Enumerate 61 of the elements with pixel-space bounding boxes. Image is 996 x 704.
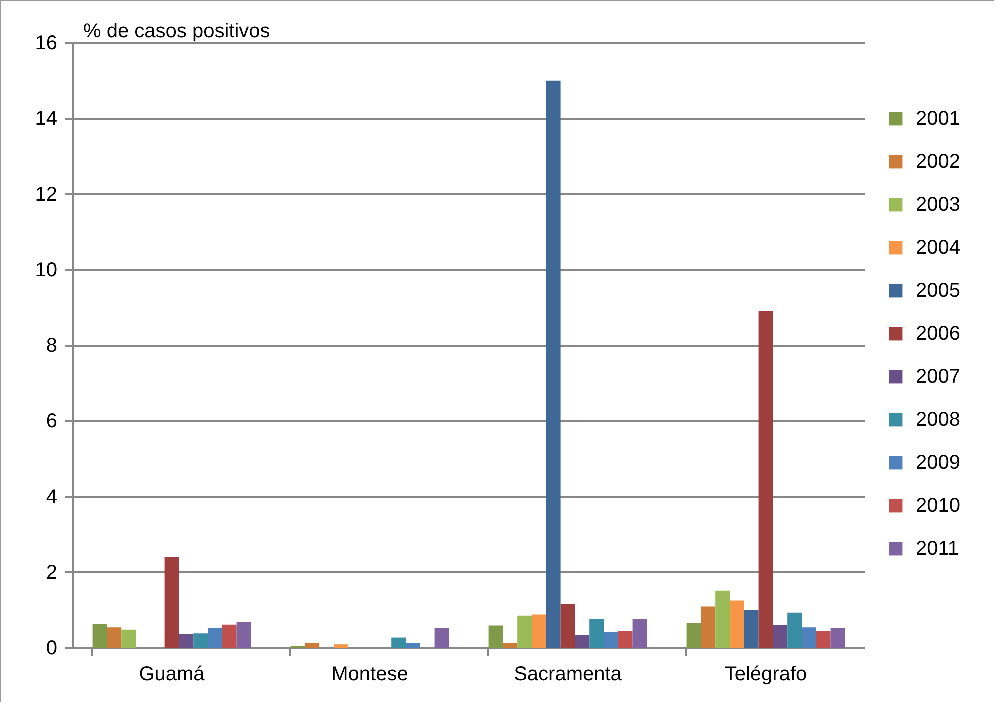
bar	[802, 628, 816, 648]
bar	[434, 628, 450, 648]
bar	[503, 643, 518, 648]
bar	[334, 644, 348, 648]
bar	[773, 625, 788, 648]
legend-label: 2009	[916, 452, 960, 474]
bar	[730, 600, 744, 648]
bar	[122, 630, 136, 648]
bar	[758, 311, 774, 648]
y-tick-label: 8	[46, 335, 58, 357]
y-axis-title: % de casos positivos	[84, 20, 270, 42]
bar	[560, 604, 576, 648]
bar	[488, 626, 504, 648]
legend-label: 2005	[916, 280, 960, 302]
bar	[305, 643, 320, 648]
y-tick-label: 6	[46, 410, 58, 433]
bar	[518, 616, 532, 648]
y-tick-label: 0	[46, 638, 58, 660]
x-tick-label: Sacramenta	[514, 664, 623, 686]
bar	[604, 632, 618, 648]
bar	[788, 612, 802, 648]
bar	[532, 614, 546, 648]
x-tick-label: Montese	[332, 664, 408, 686]
bar	[816, 631, 831, 648]
bar	[632, 619, 648, 648]
bar	[546, 80, 561, 648]
y-tick-label: 16	[35, 32, 58, 54]
y-tick-label: 2	[46, 562, 58, 584]
legend-label: 2006	[916, 323, 960, 345]
bar	[744, 610, 759, 648]
bar	[392, 638, 406, 648]
legend-label: 2002	[916, 151, 960, 173]
y-tick-label: 10	[35, 259, 58, 282]
x-tick-label: Guamá	[139, 664, 206, 686]
bar	[618, 631, 633, 648]
y-tick-label: 12	[35, 184, 58, 206]
bar	[716, 590, 730, 648]
bar	[830, 628, 846, 648]
bar	[208, 628, 222, 648]
legend-label: 2008	[916, 409, 960, 431]
y-tick-label: 4	[46, 486, 58, 508]
bar	[222, 624, 237, 648]
legend-label: 2001	[916, 108, 960, 130]
bar	[164, 557, 180, 648]
bar	[686, 623, 702, 648]
bar	[194, 634, 208, 648]
bar	[701, 606, 716, 648]
legend-label: 2010	[916, 495, 960, 517]
bar	[107, 628, 122, 648]
bar	[590, 619, 604, 648]
legend-label: 2011	[916, 538, 960, 560]
bar	[575, 636, 590, 648]
y-tick-label: 14	[35, 108, 58, 130]
legend-label: 2003	[916, 194, 960, 216]
bar	[236, 622, 252, 648]
legend-label: 2007	[916, 366, 960, 388]
bar	[179, 634, 194, 648]
legend-label: 2004	[916, 237, 960, 259]
bar	[406, 643, 420, 648]
bar	[92, 624, 108, 648]
x-tick-label: Telégrafo	[724, 664, 808, 686]
